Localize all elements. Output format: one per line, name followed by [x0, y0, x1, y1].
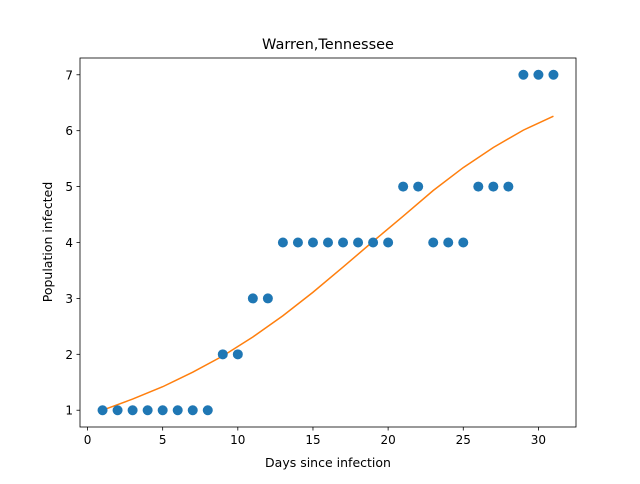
y-tick-label: 7 [65, 68, 73, 82]
data-point [368, 237, 379, 248]
data-point [202, 405, 213, 416]
y-tick-label: 6 [65, 124, 73, 138]
axes: 0 5 10 15 20 25 30 1 2 3 4 5 6 7 [65, 57, 577, 447]
data-point [338, 237, 349, 248]
data-point [232, 349, 243, 360]
y-tick-label: 4 [65, 236, 73, 250]
data-point [413, 181, 424, 192]
data-point [398, 181, 409, 192]
data-point [217, 349, 228, 360]
x-axis-label: Days since infection [265, 455, 391, 470]
data-point [262, 293, 273, 304]
data-point [172, 405, 183, 416]
fit-line [102, 115, 554, 411]
data-point [323, 237, 333, 248]
y-tick-label: 5 [65, 180, 73, 194]
chart-title: Warren,Tennessee [262, 37, 394, 53]
data-point [518, 69, 529, 80]
data-point [277, 237, 288, 248]
data-point [127, 405, 138, 416]
x-tick-label: 0 [84, 433, 92, 447]
data-point [142, 405, 153, 416]
data-point [247, 293, 258, 304]
data-point [97, 405, 108, 416]
x-tick-label: 15 [305, 433, 320, 447]
plot-area [97, 69, 559, 416]
data-point [488, 181, 499, 192]
y-axis-label: Population infected [40, 182, 55, 303]
x-tick-label: 20 [380, 433, 395, 447]
data-point [383, 237, 394, 248]
x-tick-label: 30 [531, 433, 546, 447]
y-tick-label: 2 [65, 348, 73, 362]
data-point [307, 237, 318, 248]
x-tick-label: 25 [456, 433, 471, 447]
data-point [533, 69, 544, 80]
data-point [548, 69, 559, 80]
data-point [473, 181, 484, 192]
data-point [112, 405, 123, 416]
data-point [428, 237, 439, 248]
data-point [353, 237, 364, 248]
data-point [157, 405, 168, 416]
data-point [443, 237, 454, 248]
y-tick-label: 1 [65, 404, 73, 418]
x-tick-label: 10 [230, 433, 245, 447]
x-tick-label: 5 [159, 433, 167, 447]
y-tick-label: 3 [65, 292, 73, 306]
data-point [187, 405, 198, 416]
data-point [503, 181, 514, 192]
data-point [458, 237, 469, 248]
data-point [292, 237, 303, 248]
